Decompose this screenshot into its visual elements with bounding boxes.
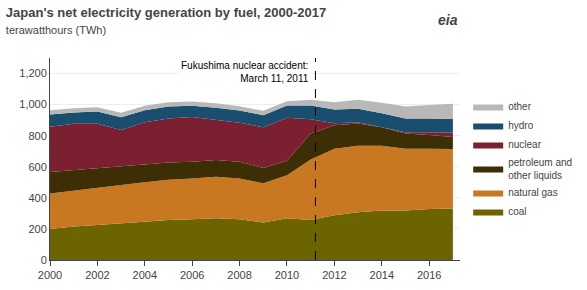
svg-text:eia: eia <box>438 12 458 28</box>
svg-text:coal: coal <box>508 206 526 217</box>
svg-text:2004: 2004 <box>133 269 157 281</box>
svg-text:1,000: 1,000 <box>19 98 47 110</box>
svg-text:2016: 2016 <box>417 269 441 281</box>
svg-text:other: other <box>508 101 531 112</box>
svg-text:nuclear: nuclear <box>508 139 541 150</box>
svg-text:Japan's net electricity genera: Japan's net electricity generation by fu… <box>6 5 326 36</box>
svg-text:2014: 2014 <box>370 269 394 281</box>
svg-text:2000: 2000 <box>38 269 62 281</box>
svg-text:2010: 2010 <box>275 269 299 281</box>
svg-text:hydro: hydro <box>508 120 533 131</box>
svg-text:600: 600 <box>28 161 46 173</box>
svg-text:Fukushima nuclear accident:Mar: Fukushima nuclear accident:March 11, 201… <box>181 60 309 84</box>
svg-text:0: 0 <box>41 254 47 266</box>
svg-text:200: 200 <box>28 223 46 235</box>
svg-text:1,200: 1,200 <box>19 67 47 79</box>
svg-text:2012: 2012 <box>322 269 346 281</box>
svg-text:natural gas: natural gas <box>508 187 557 198</box>
svg-text:2006: 2006 <box>180 269 204 281</box>
svg-text:petroleum andother liquids: petroleum andother liquids <box>508 157 572 181</box>
svg-text:400: 400 <box>28 192 46 204</box>
svg-text:2002: 2002 <box>85 269 109 281</box>
svg-text:800: 800 <box>28 130 46 142</box>
svg-text:2008: 2008 <box>227 269 251 281</box>
